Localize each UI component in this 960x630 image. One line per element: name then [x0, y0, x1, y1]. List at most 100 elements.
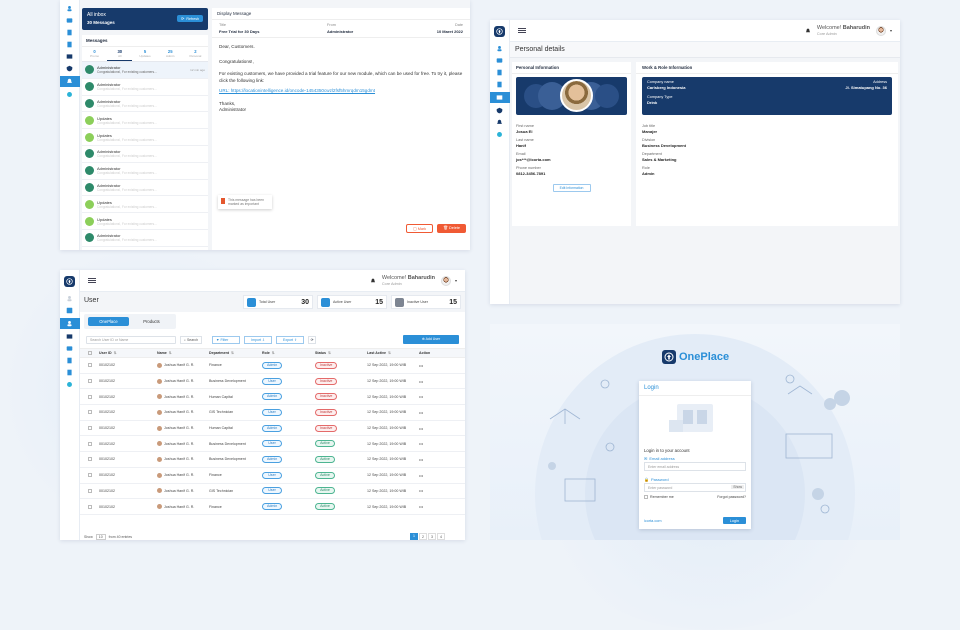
search-button[interactable]: ⌕ Search	[180, 335, 203, 344]
column-header[interactable]: Department ⇅	[209, 351, 234, 355]
id-card-icon[interactable]	[65, 332, 74, 341]
row-action-menu[interactable]: •••	[419, 472, 424, 478]
column-header[interactable]: Role ⇅	[262, 351, 275, 355]
message-filter-tab[interactable]: 5 Updates	[132, 47, 157, 61]
chevron-down-icon[interactable]: ▾	[454, 278, 457, 283]
id-card-icon[interactable]	[65, 52, 74, 61]
search-input[interactable]: Search User ID or Name	[86, 335, 176, 344]
table-row[interactable]: 00102102 Joshua Hanif G. R. Finance Admin In…	[80, 358, 465, 374]
column-header[interactable]: User ID ⇅	[99, 351, 117, 355]
users-icon[interactable]	[495, 44, 504, 53]
row-checkbox[interactable]	[88, 379, 92, 384]
column-header[interactable]: Last Active ⇅	[367, 351, 392, 355]
message-item[interactable]: Updates Congratulations!, For existing cu…	[82, 129, 208, 146]
show-password-button[interactable]: Show	[731, 485, 744, 489]
user-icon[interactable]	[60, 318, 80, 329]
bell-icon[interactable]	[60, 76, 80, 87]
row-checkbox[interactable]	[88, 473, 92, 478]
table-row[interactable]: 00102102 Joshua Hanif G. R. Finance User Act…	[80, 468, 465, 484]
message-filter-tab[interactable]: 30 All	[107, 47, 133, 61]
row-checkbox[interactable]	[88, 441, 92, 446]
page-button[interactable]: 3	[428, 533, 436, 540]
table-row[interactable]: 00102102 Joshua Hanif G. R. Business Devel…	[80, 374, 465, 390]
notification-icon[interactable]	[370, 278, 376, 284]
shield-icon[interactable]	[495, 106, 504, 115]
row-action-menu[interactable]: •••	[419, 409, 424, 415]
mark-button[interactable]: ▢ Mark	[406, 224, 434, 233]
remember-checkbox[interactable]	[644, 495, 648, 499]
oneplace-logo-icon[interactable]	[64, 276, 75, 287]
table-row[interactable]: 00102102 Joshua Hanif G. R. GIS Technician…	[80, 484, 465, 500]
page-button[interactable]: 1	[410, 533, 418, 540]
message-link[interactable]: URL: https://locationintelligence.id/onc…	[219, 88, 376, 93]
row-action-menu[interactable]: •••	[419, 488, 424, 494]
add-user-button[interactable]: ⊕ Add User	[403, 335, 459, 344]
forgot-password-link[interactable]: Forgot password?	[717, 495, 746, 499]
table-row[interactable]: 00102102 Joshua Hanif G. R. Human Capital A…	[80, 421, 465, 437]
row-action-menu[interactable]: •••	[419, 504, 424, 510]
document-icon[interactable]	[65, 40, 74, 49]
row-action-menu[interactable]: •••	[419, 425, 424, 431]
row-action-menu[interactable]: •••	[419, 362, 424, 368]
filter-button[interactable]: ▼ Filter	[212, 335, 241, 344]
table-row[interactable]: 00102102 Joshua Hanif G. R. Human Capital A…	[80, 389, 465, 406]
refresh-button[interactable]: ⟳ Refresh	[177, 15, 203, 22]
row-action-menu[interactable]: •••	[419, 456, 424, 462]
table-row[interactable]: 00102102 Joshua Hanif G. R. Finance Admin Ac…	[80, 499, 465, 515]
row-checkbox[interactable]	[88, 488, 92, 493]
row-action-menu[interactable]: •••	[419, 394, 424, 400]
tab-products[interactable]: Products	[143, 319, 160, 324]
settings-icon[interactable]	[65, 380, 74, 389]
tab-oneplace[interactable]: OnePlace	[88, 317, 129, 326]
email-field[interactable]: Enter email address	[644, 462, 746, 471]
document-icon[interactable]	[65, 356, 74, 365]
column-header[interactable]: Name ⇅	[157, 351, 172, 355]
message-item[interactable]: Updates Congratulations!, For existing cu…	[82, 196, 208, 214]
row-checkbox[interactable]	[88, 426, 92, 431]
shield-icon[interactable]	[65, 64, 74, 73]
menu-icon[interactable]	[88, 278, 96, 283]
settings-icon[interactable]	[65, 90, 74, 99]
delete-button[interactable]: 🗑 Delete	[437, 224, 466, 233]
window-icon[interactable]	[65, 344, 74, 353]
users-icon[interactable]	[65, 4, 74, 13]
row-checkbox[interactable]	[88, 504, 92, 509]
page-size-select[interactable]: 10	[95, 534, 106, 540]
oneplace-logo-icon[interactable]	[494, 26, 505, 37]
row-checkbox[interactable]	[88, 457, 92, 462]
message-filter-tab[interactable]: 2 Personal	[183, 47, 208, 61]
column-header[interactable]: Status ⇅	[315, 351, 331, 355]
message-item[interactable]: Updates Congratulations!, For existing cu…	[82, 112, 208, 130]
password-field[interactable]: Enter password Show	[644, 483, 746, 492]
row-action-menu[interactable]: •••	[419, 378, 424, 384]
refresh-icon[interactable]: ⟳	[308, 335, 317, 344]
row-checkbox[interactable]	[88, 394, 92, 399]
building-icon[interactable]	[495, 68, 504, 77]
window-icon[interactable]	[65, 16, 74, 25]
avatar[interactable]	[875, 25, 886, 36]
notification-icon[interactable]	[805, 28, 811, 34]
import-button[interactable]: Import ⇩	[244, 335, 273, 344]
building-icon[interactable]	[65, 368, 74, 377]
document-icon[interactable]	[495, 80, 504, 89]
export-button[interactable]: Export ⇧	[276, 335, 305, 344]
page-button[interactable]: 4	[437, 533, 445, 540]
edit-information-button[interactable]: Edit Information	[552, 184, 591, 192]
login-button[interactable]: Login	[722, 517, 746, 524]
row-checkbox[interactable]	[88, 410, 92, 415]
chevron-down-icon[interactable]: ▾	[889, 28, 892, 33]
settings-icon[interactable]	[495, 130, 504, 139]
message-filter-tab[interactable]: 0 Promo	[82, 47, 107, 61]
message-filter-tab[interactable]: 25 Admin	[158, 47, 183, 61]
select-all-checkbox[interactable]	[88, 351, 92, 355]
row-checkbox[interactable]	[88, 363, 92, 368]
table-row[interactable]: 00102102 Joshua Hanif G. R. Business Devel…	[80, 452, 465, 468]
